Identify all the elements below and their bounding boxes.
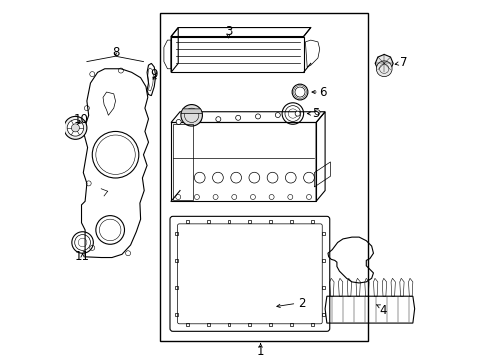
Text: 7: 7 (399, 56, 407, 69)
Bar (321, 286, 324, 289)
Circle shape (215, 117, 221, 122)
Bar (227, 323, 230, 326)
Circle shape (255, 114, 260, 119)
Bar (269, 220, 272, 223)
Circle shape (376, 61, 391, 77)
Polygon shape (181, 109, 202, 113)
Text: 6: 6 (319, 86, 326, 99)
Bar (175, 259, 178, 262)
Bar (310, 220, 313, 223)
Polygon shape (374, 54, 392, 72)
Bar (248, 323, 251, 326)
Bar (269, 323, 272, 326)
Bar (175, 286, 178, 289)
Text: 1: 1 (256, 345, 264, 357)
Circle shape (314, 110, 319, 115)
Circle shape (295, 111, 300, 116)
Text: 3: 3 (224, 24, 232, 38)
Bar (321, 232, 324, 235)
Bar (185, 220, 188, 223)
Bar (185, 323, 188, 326)
Bar (206, 323, 209, 326)
Circle shape (71, 124, 79, 132)
Circle shape (64, 116, 87, 139)
Bar (310, 323, 313, 326)
Bar (290, 220, 292, 223)
Text: 5: 5 (312, 107, 319, 120)
Text: 8: 8 (112, 46, 119, 59)
Circle shape (235, 115, 240, 120)
Bar (160, 13, 367, 341)
Bar (227, 220, 230, 223)
Bar (321, 313, 324, 316)
Text: 2: 2 (298, 297, 305, 310)
Text: 4: 4 (379, 304, 386, 317)
Circle shape (181, 104, 202, 126)
Bar (175, 313, 178, 316)
Bar (290, 323, 292, 326)
Circle shape (176, 120, 181, 125)
Bar (206, 220, 209, 223)
Bar (248, 220, 251, 223)
Text: 10: 10 (74, 113, 89, 126)
Circle shape (196, 118, 201, 123)
Circle shape (275, 113, 280, 118)
Bar (175, 232, 178, 235)
Circle shape (67, 120, 83, 136)
Bar (321, 259, 324, 262)
Text: 11: 11 (75, 250, 90, 263)
Text: 9: 9 (150, 68, 158, 81)
